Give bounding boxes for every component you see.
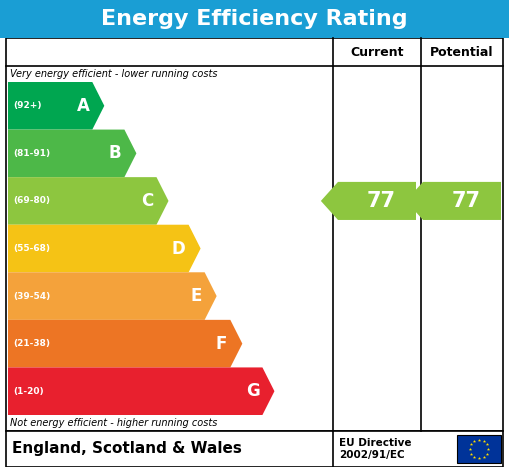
Text: G: G [246,382,260,400]
Bar [457,435,501,463]
Bar [6,431,503,467]
Text: Current: Current [350,45,404,58]
Bar [0,0,509,38]
Polygon shape [8,82,104,129]
Text: (1-20): (1-20) [13,387,44,396]
Text: (55-68): (55-68) [13,244,50,253]
Text: F: F [216,335,228,353]
Text: (39-54): (39-54) [13,291,50,301]
Text: 77: 77 [452,191,481,211]
Polygon shape [8,368,274,415]
Text: (92+): (92+) [13,101,42,110]
Polygon shape [8,320,242,368]
Text: Potential: Potential [430,45,494,58]
Text: Very energy efficient - lower running costs: Very energy efficient - lower running co… [10,69,217,79]
Bar [6,38,503,431]
Text: Not energy efficient - higher running costs: Not energy efficient - higher running co… [10,418,217,428]
Text: England, Scotland & Wales: England, Scotland & Wales [12,441,242,457]
Text: (21-38): (21-38) [13,339,50,348]
Text: A: A [76,97,89,115]
Text: B: B [109,144,122,163]
Text: Energy Efficiency Rating: Energy Efficiency Rating [101,9,408,29]
Text: 77: 77 [367,191,396,211]
Text: (69-80): (69-80) [13,197,50,205]
Text: EU Directive: EU Directive [339,438,411,447]
Text: (81-91): (81-91) [13,149,50,158]
Polygon shape [321,182,416,220]
Text: 2002/91/EC: 2002/91/EC [339,451,405,460]
Polygon shape [8,225,201,272]
Text: D: D [172,240,186,257]
Text: E: E [190,287,202,305]
Polygon shape [8,272,217,320]
Polygon shape [8,177,168,225]
Polygon shape [406,182,501,220]
Text: C: C [142,192,154,210]
Polygon shape [8,129,136,177]
